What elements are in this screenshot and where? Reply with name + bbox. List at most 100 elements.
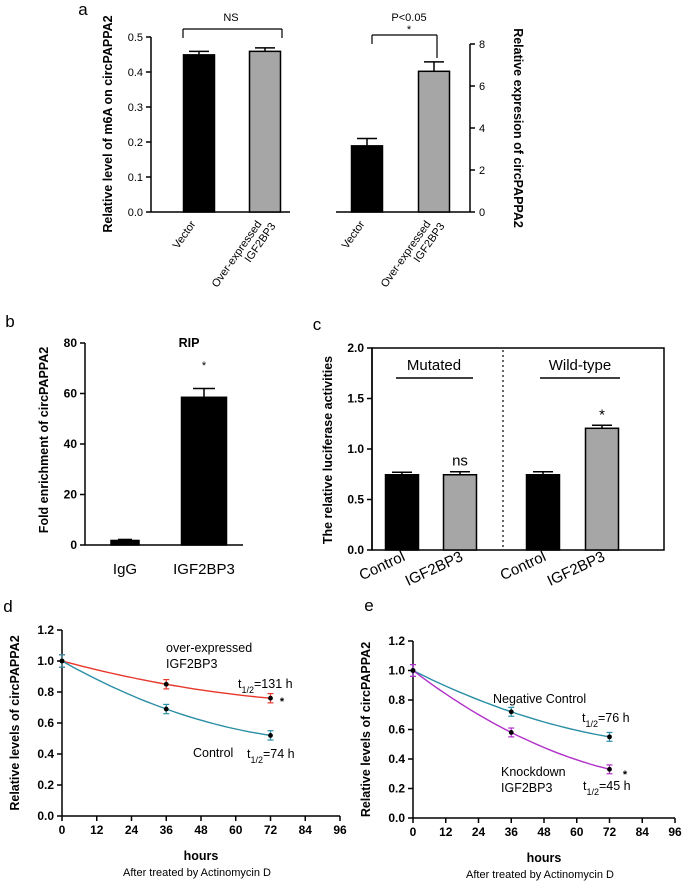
c-y-tick-label: 1.0 <box>347 442 364 456</box>
e-y-tick-label: 0.0 <box>388 811 405 825</box>
e-x-tick-label: 36 <box>505 825 519 839</box>
d-x-tick-label: 72 <box>264 823 278 837</box>
e-x-tick-label: 60 <box>570 825 584 839</box>
e-x-tick-label: 0 <box>410 825 417 839</box>
b-y-tick-label: 80 <box>64 336 78 350</box>
a2-y-axis-label: Relative expresion of circPAPPA2 <box>511 28 525 228</box>
e-y-tick-label: 1.0 <box>388 664 405 678</box>
a1-y-tick-label: 0.0 <box>128 207 143 219</box>
e-y-tick-label: 1.2 <box>388 634 405 648</box>
b-bar-1 <box>110 539 140 546</box>
c-group-label-1: Mutated <box>407 357 461 374</box>
e-y-tick-label: 0.8 <box>388 693 405 707</box>
a2-y-tick-label: 2 <box>479 165 485 177</box>
a1-bar-1 <box>182 54 216 213</box>
a2-y-tick-label: 4 <box>479 123 485 135</box>
c-bar-3 <box>525 474 561 551</box>
c-category-label-4: IGF2BP3 <box>545 548 608 589</box>
a1-y-tick-label: 0.2 <box>128 137 143 149</box>
c-category-label-1: Control <box>357 548 408 584</box>
d-x-tick-label: 48 <box>194 823 208 837</box>
e-y-tick-label: 0.6 <box>388 723 405 737</box>
d-series-2-halflife: t1/2=74 h <box>247 747 295 765</box>
b-y-tick-label: 20 <box>64 488 78 502</box>
d-series-1-label: over-expressed <box>166 641 252 655</box>
d-y-tick-label: 0.0 <box>37 809 54 823</box>
d-y-tick-label: 0.8 <box>37 685 54 699</box>
b-y-tick-label: 60 <box>64 387 78 401</box>
panel-b-letter: b <box>5 312 14 331</box>
a1-significance-label: NS <box>223 12 238 24</box>
e-series-1-point-3 <box>607 734 612 740</box>
d-series-2-point-3 <box>268 733 273 738</box>
e-series-2-point-1 <box>410 668 416 673</box>
d-y-tick-label: 1.2 <box>37 623 54 637</box>
a1-y-tick-label: 0.3 <box>128 102 143 114</box>
c-y-tick-label: 1.5 <box>347 392 364 406</box>
c-y-axis-label: The relative luciferase activities <box>321 356 335 544</box>
d-series-1-point-2 <box>163 681 169 687</box>
d-y-tick-label: 0.4 <box>37 747 54 761</box>
e-y-tick-label: 0.4 <box>388 752 405 766</box>
c-category-label-2: IGF2BP3 <box>403 548 466 589</box>
e-x-tick-label: 24 <box>472 825 486 839</box>
b-category-label-1: IgG <box>113 561 137 578</box>
d-series-2-point-2 <box>163 706 169 712</box>
e-series-2-halflife: t1/2=45 h <box>583 779 631 797</box>
b-y-tick-label: 40 <box>64 437 78 451</box>
e-x-tick-label: 48 <box>537 825 551 839</box>
d-x-tick-label: 60 <box>229 823 243 837</box>
d-series-1-significance: * <box>280 696 285 708</box>
d-series-1-point-3 <box>268 695 273 701</box>
a1-y-tick-label: 0.1 <box>128 172 143 184</box>
d-x-tick-label: 36 <box>160 823 174 837</box>
d-x-tick-label: 24 <box>125 823 139 837</box>
c-category-label-3: Control <box>498 548 549 584</box>
e-x-tick-label: 96 <box>668 825 682 839</box>
a1-bar-2 <box>248 50 282 213</box>
c-significance-2: ns <box>452 453 468 470</box>
c-plot-frame <box>371 347 665 551</box>
e-series-2-point-2 <box>508 730 514 735</box>
panel-e-letter: e <box>364 596 373 615</box>
a2-pvalue-label: P<0.05 <box>391 12 426 24</box>
a2-bar-1 <box>350 145 384 213</box>
e-x-tick-label: 72 <box>603 825 617 839</box>
b-y-axis-label: Fold enrichment of circPAPPA2 <box>37 347 51 533</box>
e-y-axis-label: Relative levels of circPAPPA2 <box>359 642 373 817</box>
b-category-label-2: IGF2BP3 <box>173 561 235 578</box>
a2-category-label-1: Vector <box>340 219 368 252</box>
e-y-tick-label: 0.2 <box>388 782 405 796</box>
e-series-1-point-2 <box>508 709 514 715</box>
d-y-tick-label: 1.0 <box>37 654 54 668</box>
d-subtitle: After treated by Actinomycin D <box>123 867 271 879</box>
panel-d-letter: d <box>3 597 12 616</box>
d-series-2-label: Control <box>193 746 233 760</box>
b-significance-2: * <box>202 360 207 372</box>
c-group-label-2: Wild-type <box>549 357 612 374</box>
c-y-tick-label: 0.0 <box>347 543 364 557</box>
d-x-tick-label: 0 <box>59 823 66 837</box>
a2-y-tick-label: 0 <box>479 207 485 219</box>
e-series-2-significance: * <box>623 769 628 781</box>
b-bar-2 <box>180 396 228 546</box>
e-series-2-point-3 <box>607 766 612 772</box>
d-x-axis-label: hours <box>184 849 219 863</box>
c-y-tick-label: 2.0 <box>347 341 364 355</box>
b-title: RIP <box>179 336 200 350</box>
d-series-2-point-1 <box>59 658 65 664</box>
e-series-2-label-b: IGF2BP3 <box>501 781 552 795</box>
e-subtitle: After treated by Actinomycin D <box>466 869 614 881</box>
d-series-1-label-b: IGF2BP3 <box>166 657 217 671</box>
d-y-tick-label: 0.6 <box>37 716 54 730</box>
d-series-line-2 <box>61 660 271 737</box>
d-series-1-halflife: t1/2=131 h <box>238 677 293 695</box>
c-bar-1 <box>384 474 420 551</box>
a1-y-tick-label: 0.4 <box>128 67 143 79</box>
a1-y-tick-label: 0.5 <box>128 32 143 44</box>
e-series-2-label: Knockdown <box>501 765 566 779</box>
d-y-axis-label: Relative levels of circPAPPA2 <box>8 635 22 810</box>
e-series-1-halflife: t1/2=76 h <box>582 711 630 729</box>
d-y-tick-label: 0.2 <box>37 778 54 792</box>
